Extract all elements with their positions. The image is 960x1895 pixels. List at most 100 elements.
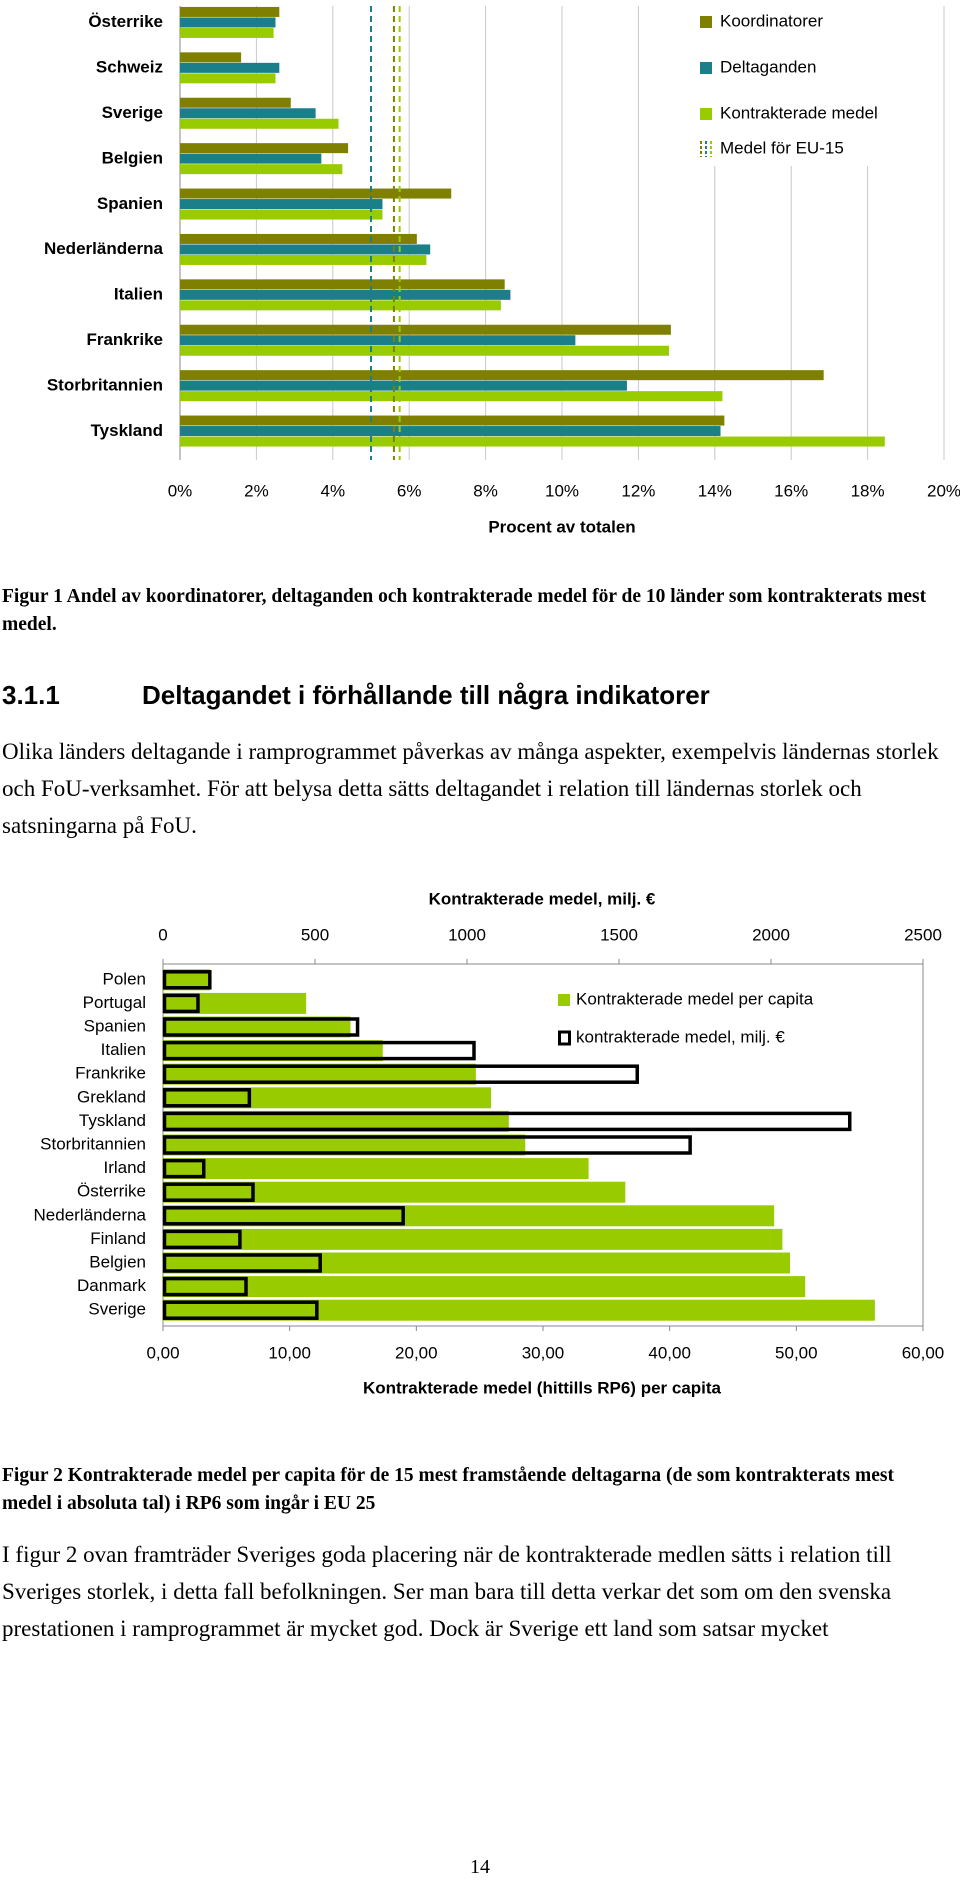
bar xyxy=(180,17,276,28)
bar-outline xyxy=(162,1158,206,1179)
bar xyxy=(180,324,671,335)
bar xyxy=(163,1158,589,1180)
bar xyxy=(180,209,383,220)
y-tick-label: Italien xyxy=(101,1040,146,1059)
bar xyxy=(180,118,339,129)
x-tick-label: 0% xyxy=(168,481,193,500)
bar-outline xyxy=(162,1253,322,1273)
bar xyxy=(163,1063,476,1085)
legend-box xyxy=(692,6,942,166)
bar xyxy=(163,1276,806,1298)
y-tick-label: Italien xyxy=(114,285,163,304)
y-tick-label: Irland xyxy=(103,1158,146,1177)
bar-outline xyxy=(162,1182,255,1202)
y-tick-label: Schweiz xyxy=(96,58,163,77)
x-tick-label: 0,00 xyxy=(146,1343,179,1362)
paragraph: Olika länders deltagande i ramprogrammet… xyxy=(2,739,939,838)
y-tick-label: Finland xyxy=(90,1229,146,1248)
bar xyxy=(180,391,723,402)
x-tick-label: 60,00 xyxy=(902,1343,945,1362)
bar xyxy=(180,199,383,210)
bar-outline xyxy=(162,1064,639,1084)
bar xyxy=(163,1299,875,1321)
bar xyxy=(180,153,322,164)
bar xyxy=(163,1134,526,1156)
legend-swatch xyxy=(700,108,712,120)
legend-label: Deltaganden xyxy=(720,57,816,76)
x-tick-label: 20% xyxy=(927,481,960,500)
bar xyxy=(180,73,276,84)
bar xyxy=(163,969,210,991)
bar xyxy=(163,1087,492,1109)
x-tick-label: 10% xyxy=(545,481,579,500)
x2-tick-label: 1000 xyxy=(448,925,486,944)
bar-outline xyxy=(162,1229,242,1250)
x-tick-label: 20,00 xyxy=(395,1343,438,1362)
y-tick-label: Sverige xyxy=(88,1300,146,1319)
x2-tick-label: 2000 xyxy=(752,925,790,944)
bar-outline xyxy=(162,993,200,1014)
y-tick-label: Sverige xyxy=(102,103,163,122)
x-tick-label: 50,00 xyxy=(775,1343,818,1362)
y-tick-label: Portugal xyxy=(83,993,146,1012)
bar xyxy=(180,143,349,154)
bar xyxy=(180,300,501,311)
x-tick-label: 30,00 xyxy=(522,1343,565,1362)
y-tick-label: Tyskland xyxy=(91,421,163,440)
bar xyxy=(180,380,627,391)
legend-label: Kontrakterade medel per capita xyxy=(576,989,814,1008)
x2-tick-label: 2500 xyxy=(904,925,942,944)
x-tick-label: 40,00 xyxy=(648,1343,691,1362)
bar xyxy=(163,1016,351,1038)
x-axis-title: Procent av totalen xyxy=(488,517,635,536)
bar-outline xyxy=(162,1276,248,1297)
y-tick-label: Nederländerna xyxy=(44,239,164,258)
y-tick-label: Österrike xyxy=(88,12,163,31)
bar-outline xyxy=(162,1111,852,1132)
x-tick-label: 4% xyxy=(321,481,346,500)
bar xyxy=(180,289,511,300)
y-tick-label: Belgien xyxy=(89,1252,146,1271)
bar xyxy=(163,1040,383,1062)
bar xyxy=(163,1181,626,1203)
y-tick-label: Nederländerna xyxy=(34,1205,147,1224)
bar xyxy=(180,415,725,426)
y-tick-label: Storbritannien xyxy=(47,375,163,394)
bar xyxy=(180,254,427,265)
bar xyxy=(180,6,280,17)
bar xyxy=(180,279,505,290)
x-tick-label: 10,00 xyxy=(268,1343,311,1362)
bar xyxy=(180,370,824,381)
legend-swatch xyxy=(700,16,712,28)
x2-tick-label: 1500 xyxy=(600,925,638,944)
bar xyxy=(180,244,431,255)
x-tick-label: 2% xyxy=(244,481,269,500)
y-tick-label: Österrike xyxy=(77,1182,146,1201)
bar-outline xyxy=(162,1017,360,1037)
bar xyxy=(180,345,669,356)
legend-swatch xyxy=(558,994,570,1006)
bar-outline xyxy=(162,1206,405,1226)
legend-swatch xyxy=(700,62,712,74)
x-axis-title: Kontrakterade medel (hittills RP6) per c… xyxy=(363,1378,722,1397)
figure-caption: Figur 1 Andel av koordinatorer, deltagan… xyxy=(2,586,927,635)
x-tick-label: 12% xyxy=(621,481,655,500)
y-tick-label: Danmark xyxy=(77,1276,146,1295)
x-tick-label: 14% xyxy=(698,481,732,500)
section-title: Deltagandet i förhållande till några ind… xyxy=(142,680,710,710)
legend-label: Kontrakterade medel xyxy=(720,103,878,122)
bar xyxy=(180,52,242,63)
x-tick-label: 16% xyxy=(774,481,808,500)
bar xyxy=(180,164,343,175)
bar xyxy=(163,1228,783,1250)
y-tick-label: Belgien xyxy=(102,148,163,167)
legend-label: Koordinatorer xyxy=(720,11,823,30)
bar-outline xyxy=(162,1088,252,1108)
bar xyxy=(163,1205,775,1227)
y-tick-label: Frankrike xyxy=(86,330,163,349)
section-heading: 3.1.1 Deltagandet i förhållande till någr… xyxy=(2,680,710,711)
y-tick-label: Frankrike xyxy=(75,1064,146,1083)
y-tick-label: Storbritannien xyxy=(40,1134,146,1153)
x-tick-label: 6% xyxy=(397,481,422,500)
